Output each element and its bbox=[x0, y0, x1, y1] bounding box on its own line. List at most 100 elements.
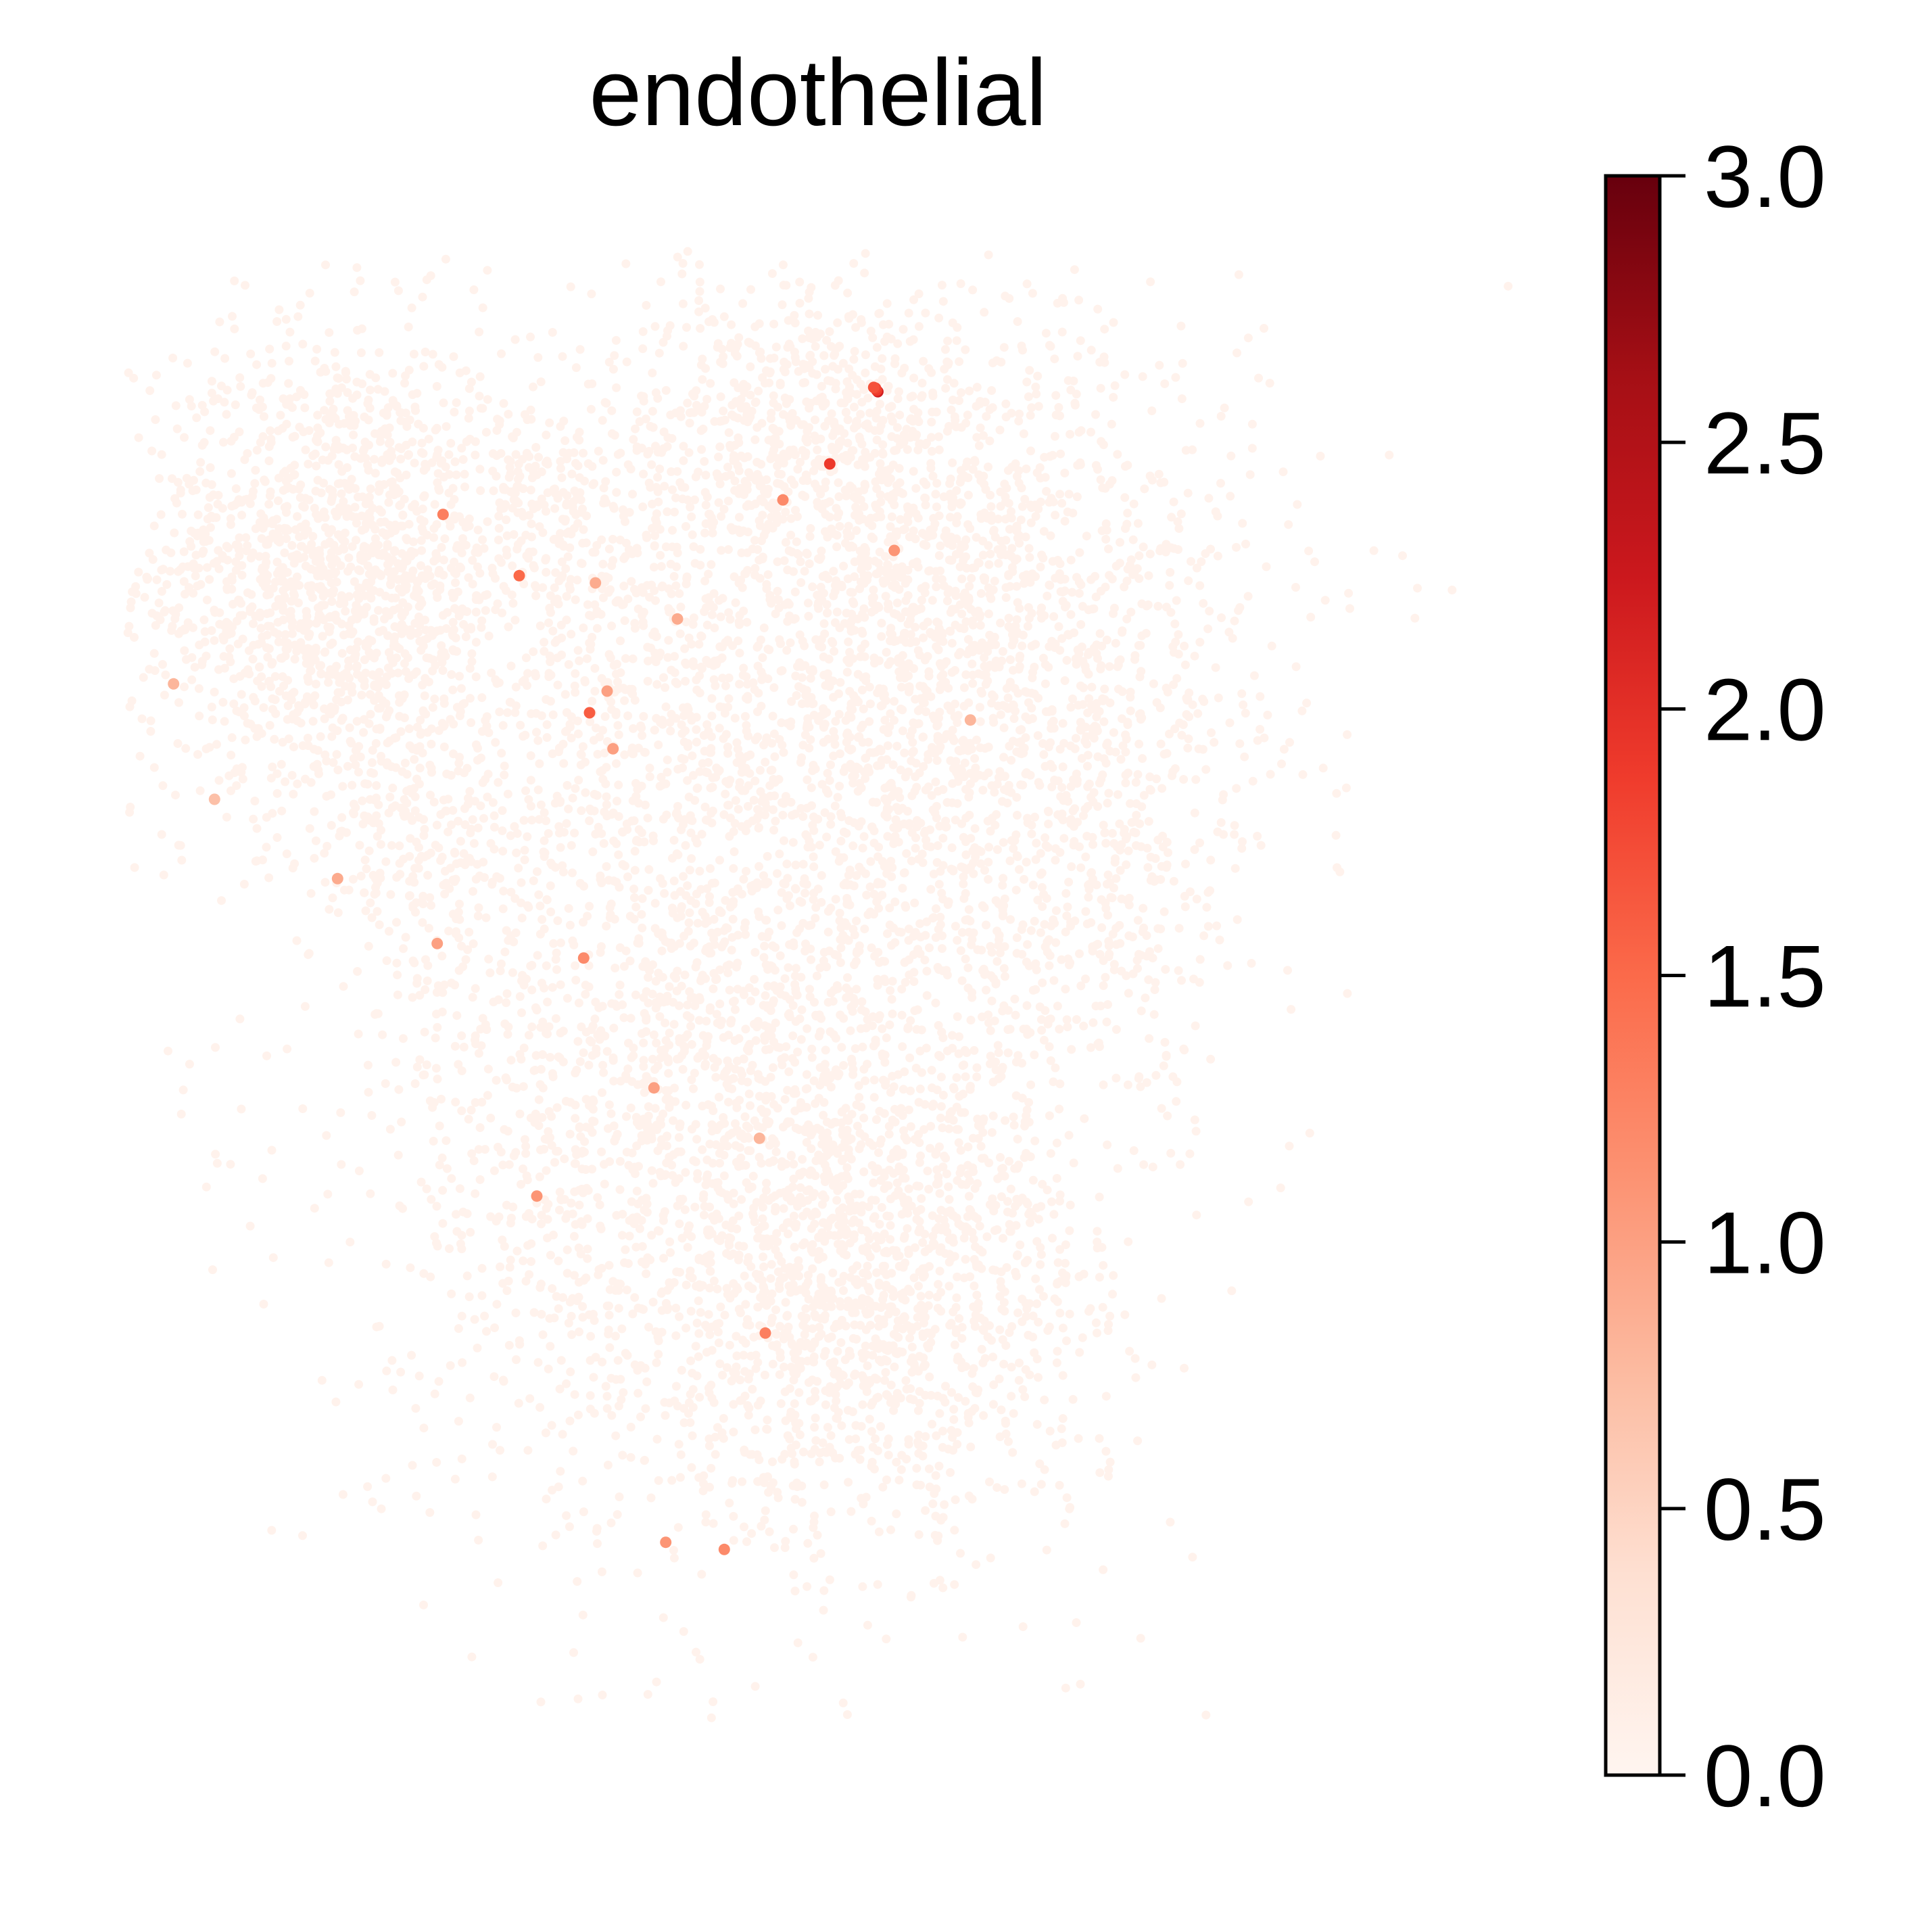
scatter-point bbox=[887, 432, 896, 442]
scatter-point bbox=[202, 563, 212, 572]
scatter-point bbox=[407, 546, 416, 556]
scatter-point bbox=[366, 1189, 375, 1198]
scatter-point bbox=[1255, 692, 1265, 701]
scatter-point bbox=[690, 1202, 700, 1212]
scatter-point bbox=[817, 634, 826, 644]
scatter-point bbox=[334, 374, 343, 383]
scatter-point bbox=[913, 445, 923, 454]
scatter-point bbox=[456, 684, 466, 693]
scatter-point bbox=[1056, 449, 1066, 458]
scatter-point bbox=[534, 890, 544, 899]
scatter-point bbox=[383, 430, 392, 440]
scatter-point bbox=[870, 659, 879, 668]
scatter-point bbox=[375, 480, 384, 490]
scatter-point bbox=[178, 1085, 188, 1095]
scatter-point bbox=[652, 680, 662, 689]
scatter-point bbox=[689, 542, 698, 551]
scatter-point bbox=[1249, 671, 1259, 680]
scatter-point bbox=[471, 638, 481, 647]
scatter-point bbox=[886, 1525, 895, 1534]
scatter-point bbox=[376, 703, 385, 713]
scatter-point bbox=[984, 843, 994, 852]
scatter-point bbox=[563, 780, 572, 790]
scatter-point bbox=[1192, 563, 1201, 573]
scatter-point bbox=[725, 615, 735, 624]
scatter-point bbox=[512, 1355, 521, 1365]
scatter-point bbox=[1341, 783, 1351, 793]
scatter-point bbox=[1128, 535, 1138, 544]
scatter-point bbox=[1005, 512, 1015, 521]
scatter-point bbox=[157, 587, 166, 596]
scatter-point bbox=[244, 496, 254, 505]
scatter-point bbox=[345, 736, 355, 746]
scatter-point bbox=[820, 808, 830, 818]
scatter-point bbox=[690, 1001, 700, 1010]
scatter-point bbox=[1086, 346, 1096, 355]
scatter-point bbox=[1174, 649, 1183, 659]
scatter-point bbox=[189, 563, 199, 573]
scatter-point bbox=[352, 263, 362, 273]
scatter-point bbox=[894, 806, 903, 816]
scatter-point bbox=[831, 895, 840, 904]
scatter-point bbox=[333, 479, 343, 488]
scatter-point bbox=[1170, 619, 1180, 629]
scatter-point bbox=[130, 863, 139, 872]
scatter-point bbox=[123, 628, 133, 638]
scatter-point bbox=[487, 668, 496, 678]
scatter-point bbox=[444, 450, 454, 459]
scatter-point bbox=[1033, 731, 1043, 740]
scatter-point bbox=[977, 688, 986, 698]
scatter-point bbox=[526, 801, 535, 811]
scatter-point bbox=[457, 1454, 466, 1463]
scatter-point bbox=[786, 530, 796, 540]
scatter-point bbox=[777, 666, 787, 676]
scatter-point bbox=[1344, 588, 1354, 598]
scatter-point bbox=[248, 548, 258, 557]
scatter-point bbox=[471, 1189, 480, 1198]
scatter-point bbox=[1028, 880, 1038, 890]
scatter-point bbox=[1061, 600, 1071, 610]
scatter-point bbox=[1192, 1210, 1201, 1220]
scatter-point bbox=[1230, 616, 1239, 626]
scatter-point bbox=[1076, 620, 1086, 629]
scatter-point bbox=[307, 696, 316, 705]
scatter-point bbox=[412, 389, 422, 398]
scatter-point bbox=[621, 946, 631, 956]
scatter-point bbox=[635, 1224, 644, 1233]
scatter-point bbox=[277, 577, 286, 586]
scatter-point bbox=[237, 511, 247, 520]
scatter-point bbox=[987, 699, 997, 708]
scatter-point bbox=[292, 392, 302, 402]
scatter-point bbox=[256, 395, 264, 404]
scatter-point bbox=[819, 619, 829, 628]
scatter-point bbox=[229, 600, 237, 609]
scatter-point bbox=[1183, 488, 1193, 498]
scatter-point bbox=[897, 985, 907, 994]
scatter-point bbox=[187, 402, 196, 410]
scatter-point bbox=[1057, 498, 1067, 508]
scatter-point bbox=[1155, 360, 1164, 370]
scatter-point bbox=[597, 1567, 606, 1576]
scatter-point bbox=[222, 577, 231, 586]
scatter-point bbox=[229, 674, 239, 684]
scatter-point bbox=[1285, 738, 1294, 747]
scatter-point bbox=[1004, 621, 1013, 631]
scatter-point bbox=[783, 617, 792, 626]
scatter-point bbox=[274, 524, 284, 534]
scatter-point bbox=[389, 567, 399, 576]
scatter-point bbox=[858, 843, 867, 853]
scatter-point bbox=[773, 461, 782, 471]
scatter-point bbox=[255, 612, 264, 621]
scatter-point bbox=[211, 1043, 220, 1052]
scatter-point bbox=[1343, 730, 1352, 739]
scatter-point bbox=[947, 843, 957, 853]
scatter-point bbox=[247, 590, 256, 599]
scatter-point bbox=[811, 764, 820, 774]
scatter-point bbox=[856, 1024, 865, 1033]
scatter-point bbox=[934, 445, 944, 454]
scatter-point bbox=[173, 477, 183, 487]
scatter-point bbox=[330, 665, 339, 674]
scatter-point bbox=[416, 715, 425, 725]
scatter-point bbox=[679, 755, 689, 764]
scatter-point bbox=[968, 641, 977, 651]
